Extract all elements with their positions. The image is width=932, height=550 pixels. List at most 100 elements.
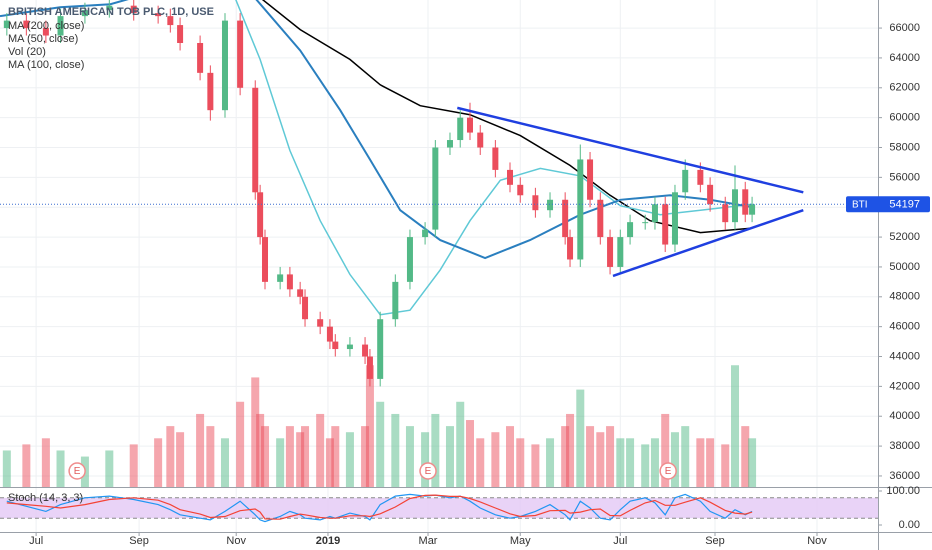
candle-body — [3, 20, 10, 29]
volume-bar — [196, 413, 205, 487]
volume-bar — [365, 365, 374, 487]
volume-bar — [431, 413, 440, 487]
volume-bar — [220, 438, 229, 487]
volume-bar — [748, 438, 757, 487]
candle-body — [297, 289, 304, 297]
candle-body — [722, 204, 729, 223]
candle-body — [492, 147, 499, 170]
volume-bar — [405, 426, 414, 487]
candle-body — [651, 204, 658, 223]
y-tick-label: 66000 — [889, 22, 920, 34]
last-price-label: 54197 — [889, 199, 920, 211]
candle-body — [477, 132, 484, 148]
candle-body — [567, 237, 574, 260]
volume-bar — [256, 413, 265, 487]
y-tick-label: 38000 — [889, 440, 920, 452]
volume-bar — [696, 438, 705, 487]
chart-title: BRITISH AMERICAN TOB PLC, 1D, USE — [8, 6, 214, 18]
candle-body — [577, 159, 584, 260]
volume-bar — [531, 444, 540, 487]
volume-bar — [345, 432, 354, 487]
x-tick-label: May — [510, 535, 531, 547]
volume-bar — [476, 438, 485, 487]
candle-body — [517, 184, 524, 196]
volume-bar — [325, 438, 334, 487]
candle-body — [446, 140, 453, 148]
volume-bar — [445, 426, 454, 487]
volume-bar — [465, 420, 474, 487]
stoch-d — [6, 494, 753, 520]
volume-bar — [456, 401, 465, 487]
candle-body — [627, 222, 634, 238]
candle-body — [317, 319, 324, 327]
candle-body — [547, 199, 554, 211]
candle-body — [597, 199, 604, 238]
candle-body — [286, 274, 293, 290]
candle-body — [466, 117, 473, 133]
volume-bar — [721, 444, 730, 487]
legend-entry: MA (200, close) — [8, 20, 84, 32]
volume-bar — [206, 426, 215, 487]
volume-bar — [606, 426, 615, 487]
y-tick-label: 60000 — [889, 112, 920, 124]
candle-body — [57, 16, 64, 36]
volume-bar — [56, 450, 65, 487]
volume-bar — [506, 426, 515, 487]
candle-body — [207, 72, 214, 111]
y-tick-label: 62000 — [889, 82, 920, 94]
volume-bar — [331, 426, 340, 487]
event-marker — [659, 462, 677, 480]
candle-body — [332, 341, 339, 350]
candle-body — [392, 281, 399, 320]
axes: 36000 38000 40000 42000 44000 46000 48000 50000… — [29, 22, 930, 547]
candle-body — [23, 20, 30, 29]
volume-bar — [376, 401, 385, 487]
candle-body — [617, 237, 624, 267]
moving-average — [261, 0, 753, 234]
volume-bar — [741, 426, 750, 487]
event-label: E — [425, 466, 432, 477]
legend-entry: MA (50, close) — [8, 33, 78, 45]
volume-bar — [566, 413, 575, 487]
volume-bar — [670, 432, 679, 487]
candle-body — [682, 169, 689, 193]
volume-bar — [129, 444, 138, 487]
candle-body — [432, 147, 439, 230]
stoch-pane — [0, 493, 878, 523]
candle-body — [42, 28, 49, 36]
candle-body — [130, 5, 137, 14]
volume-bar — [661, 413, 670, 487]
volume-bar — [296, 432, 305, 487]
candle-body — [81, 10, 88, 17]
stoch-k — [6, 493, 753, 523]
candle-body — [221, 20, 228, 111]
candle-body — [532, 195, 539, 211]
x-tick-label: Sep — [705, 535, 725, 547]
event-marker — [419, 462, 437, 480]
legend-entry: MA (100, close) — [8, 59, 84, 71]
candle-body — [257, 192, 264, 238]
volume-bar — [546, 438, 555, 487]
candle-body — [662, 204, 669, 245]
volume-bar — [261, 426, 270, 487]
volume-bar — [154, 438, 163, 487]
y-tick-label: 64000 — [889, 52, 920, 64]
x-tick-label: Nov — [807, 535, 827, 547]
volume-bar — [2, 450, 11, 487]
volume-bar — [491, 432, 500, 487]
volume-bar — [236, 401, 245, 487]
event-label: E — [665, 466, 672, 477]
x-tick-label: Mar — [419, 535, 438, 547]
volume-bar — [706, 438, 715, 487]
candle-body — [155, 13, 162, 17]
candle-body — [697, 169, 704, 185]
candle-body — [106, 5, 113, 11]
candle-body — [346, 344, 353, 350]
candle-body — [167, 16, 174, 26]
y-tick-label: 100.00 — [886, 485, 920, 497]
volume-bar — [576, 389, 585, 487]
x-tick-label: Sep — [129, 535, 149, 547]
volume-bar — [681, 426, 690, 487]
y-tick-label: 48000 — [889, 291, 920, 303]
